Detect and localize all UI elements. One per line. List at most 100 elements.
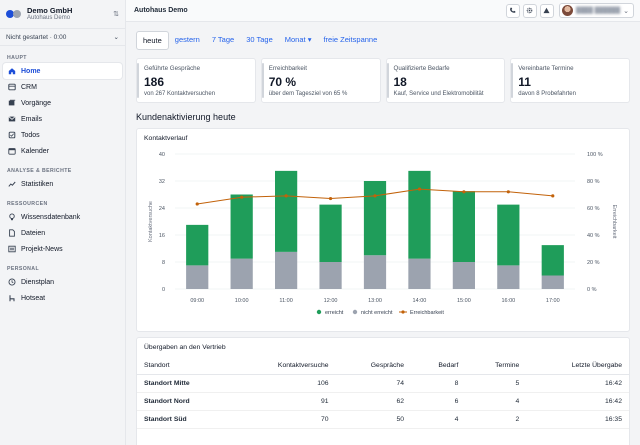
y2-tick-label: 100 %: [587, 152, 603, 158]
legend-label-nicht-erreicht: nicht erreicht: [361, 310, 393, 316]
legend-label-erreicht: erreicht: [325, 310, 344, 316]
kpi-card: Geführte Gespräche 186 von 267 Kontaktve…: [136, 58, 256, 103]
sidebar-section-title: PERSONAL: [7, 266, 40, 272]
x-tick-label: 10:00: [235, 298, 249, 304]
kpi-label: Erreichbarkeit: [268, 65, 307, 72]
y2-tick-label: 80 %: [587, 179, 600, 185]
column-header[interactable]: Gespräche: [335, 357, 411, 375]
status-label: Nicht gestartet · 0:00: [6, 33, 67, 41]
y-tick-label: 24: [159, 206, 165, 212]
table-row[interactable]: Standort Süd 70 50 4 2 16:35: [137, 410, 629, 429]
kpi-card: Qualifizierte Bedarfe 18 Kauf, Service u…: [385, 58, 506, 103]
y2-tick-label: 0 %: [587, 287, 597, 293]
bar-erreicht: [497, 204, 520, 266]
phone-button[interactable]: [505, 3, 520, 18]
legend-marker-nicht-erreicht: [352, 309, 358, 315]
cases-icon: [8, 99, 16, 107]
x-tick-label: 09:00: [190, 298, 204, 304]
table-header-row: Standort Kontaktversuche Gespräche Bedarf Te…: [137, 357, 629, 375]
file-icon: [8, 229, 16, 237]
kpi-row: Geführte Gespräche 186 von 267 Kontaktve…: [136, 58, 630, 103]
bar-nicht-erreicht: [186, 265, 209, 289]
news-icon: [8, 245, 16, 253]
column-header[interactable]: Letzte Übergabe: [526, 357, 629, 375]
x-tick-label: 15:00: [457, 298, 471, 304]
column-header[interactable]: Bedarf: [411, 357, 466, 375]
bar-nicht-erreicht: [319, 262, 342, 289]
tab-freie-zeitspanne[interactable]: freie Zeitspanne: [323, 35, 378, 44]
alerts-button[interactable]: [539, 3, 554, 18]
sidebar-item-todos[interactable]: Todos: [3, 127, 122, 143]
line-point-erreichbarkeit: [240, 195, 244, 199]
value-cell: 8: [411, 374, 466, 393]
column-header[interactable]: Termine: [465, 357, 527, 375]
legend-label-erreichbarkeit: Erreichbarkeit: [410, 310, 444, 316]
sidebar-item-hotseat[interactable]: Hotseat: [3, 290, 122, 306]
bar-erreicht: [275, 170, 298, 252]
x-tick-label: 12:00: [324, 298, 338, 304]
chevron-down-icon: ⌄: [623, 7, 629, 15]
tab-heute[interactable]: heute: [136, 31, 169, 50]
line-point-erreichbarkeit: [506, 190, 510, 194]
sidebar-item-home[interactable]: Home: [3, 63, 122, 79]
tab-monat[interactable]: Monat ▾: [284, 35, 312, 44]
bar-erreicht: [408, 170, 431, 259]
sidebar-item-kalender[interactable]: Kalender: [3, 143, 122, 159]
bar-erreicht: [452, 191, 475, 262]
company-subtitle: Autohaus Demo: [27, 15, 71, 22]
sidebar-item-dateien[interactable]: Dateien: [3, 225, 122, 241]
sidebar: Demo GmbH Autohaus Demo ⇅ Nicht gestarte…: [0, 0, 126, 445]
column-header[interactable]: Kontaktversuche: [232, 357, 336, 375]
value-cell: 50: [335, 410, 411, 429]
kpi-accent: [386, 63, 389, 98]
work-status[interactable]: Nicht gestartet · 0:00 ⌄: [0, 28, 125, 46]
kpi-accent: [511, 63, 514, 98]
section-title: Kundenaktivierung heute: [136, 112, 236, 122]
sidebar-item-wissensdatenbank[interactable]: Wissensdatenbank: [3, 209, 122, 225]
seat-icon: [8, 294, 16, 302]
table-card-title: Übergaben an den Vertrieb: [144, 344, 226, 351]
bar-erreicht: [319, 204, 342, 262]
sidebar-item-vorg-nge[interactable]: Vorgänge: [3, 95, 122, 111]
sidebar-item-projekt-news[interactable]: Projekt-News: [3, 241, 122, 257]
kpi-subtext: über dem Tagesziel von 65 %: [268, 91, 348, 97]
column-header[interactable]: Standort: [137, 357, 233, 375]
tab-7-tage[interactable]: 7 Tage: [211, 35, 235, 44]
company-name: Demo GmbH: [27, 5, 73, 15]
y2-tick-label: 40 %: [587, 233, 600, 239]
sidebar-item-label: Projekt-News: [21, 245, 63, 253]
line-point-erreichbarkeit: [551, 194, 555, 198]
sidebar-item-crm[interactable]: CRM: [3, 79, 122, 95]
topbar: Autohaus Demo ████ ██████ ⌄: [126, 0, 640, 22]
calendar-icon: [8, 147, 16, 155]
table-row[interactable]: Standort Mitte 106 74 8 5 16:42: [137, 374, 629, 393]
avatar: [561, 5, 573, 16]
kpi-value: 18: [393, 75, 407, 89]
sidebar-item-label: Home: [21, 67, 41, 75]
org-switcher[interactable]: Demo GmbH Autohaus Demo ⇅: [0, 0, 125, 28]
tab-gestern[interactable]: gestern: [174, 35, 200, 44]
sidebar-item-statistiken[interactable]: Statistiken: [3, 176, 122, 192]
bar-erreicht: [186, 224, 209, 266]
company-logo: [6, 9, 22, 19]
table-row[interactable]: Standort Nord 91 62 6 4 16:42: [137, 392, 629, 411]
x-tick-label: 16:00: [501, 298, 515, 304]
tab-30-tage[interactable]: 30 Tage: [246, 35, 273, 44]
chart-card-title: Kontaktverlauf: [144, 135, 188, 142]
bar-nicht-erreicht: [497, 265, 520, 289]
kpi-label: Vereinbarte Termine: [518, 65, 574, 72]
chevron-up-down-icon: ⇅: [113, 11, 119, 18]
value-cell: 106: [232, 374, 336, 393]
sidebar-item-emails[interactable]: Emails: [3, 111, 122, 127]
line-point-erreichbarkeit: [284, 194, 288, 198]
sidebar-item-dienstplan[interactable]: Dienstplan: [3, 274, 122, 290]
bar-erreicht: [363, 181, 387, 256]
sidebar-item-label: Kalender: [21, 147, 50, 155]
line-point-erreichbarkeit: [462, 190, 466, 194]
sidebar-item-label: Dienstplan: [21, 278, 55, 286]
bulb-icon: [8, 213, 16, 221]
user-menu[interactable]: ████ ██████ ⌄: [558, 3, 634, 18]
value-cell: 16:42: [526, 392, 629, 411]
sidebar-item-label: Todos: [21, 131, 40, 139]
settings-button[interactable]: [522, 3, 537, 18]
